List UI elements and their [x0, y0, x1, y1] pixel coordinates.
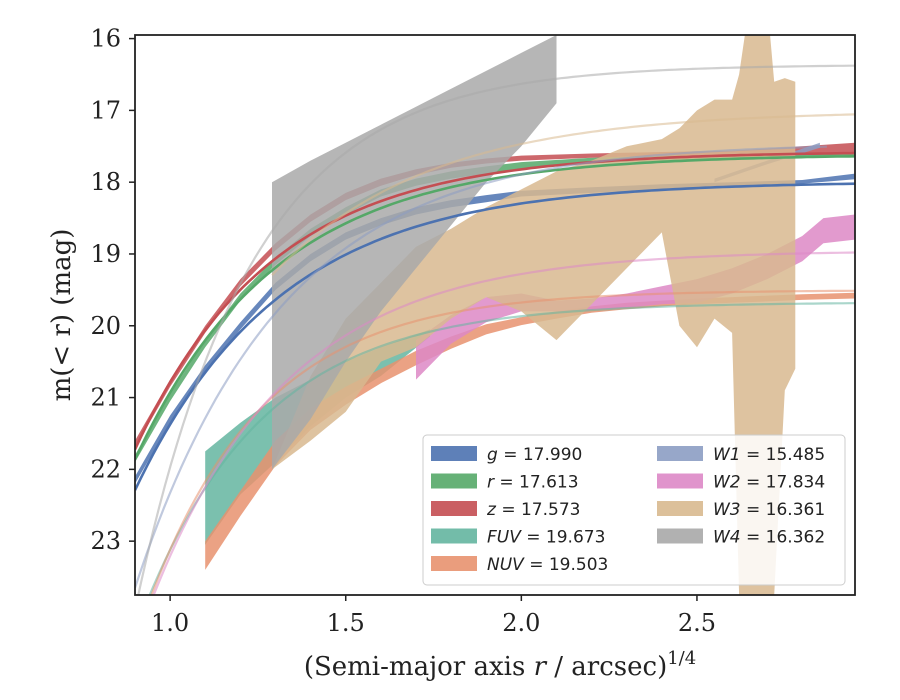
legend-swatch-g	[431, 446, 477, 461]
model-line-fuv	[148, 302, 855, 595]
legend-swatch-z	[431, 501, 477, 516]
y-tick-label: 18	[90, 168, 121, 196]
legend-label-z: z = 17.573	[486, 500, 580, 520]
legend-label-r: r = 17.613	[487, 473, 579, 493]
model-line-g	[135, 182, 855, 491]
legend-label-g: g = 17.990	[487, 445, 582, 465]
y-tick-label: 22	[90, 455, 121, 483]
legend: g = 17.990 r = 17.613 z = 17.573 FUV = 19.6…	[422, 434, 846, 586]
legend-swatch-fuv	[431, 528, 477, 544]
y-tick-label: 21	[90, 384, 121, 412]
band-w4	[272, 35, 557, 470]
x-axis-title: (Semi-major axis r / arcsec)1/4	[304, 648, 696, 682]
model-line-r	[135, 155, 855, 461]
legend-swatch-w4	[657, 528, 703, 544]
y-tick-label: 23	[90, 527, 121, 555]
axes: 1.0 1.5 2.0 2.5 16 17 18 19 20 21 22 23 (Semi-major …	[47, 25, 856, 682]
y-tick-label: 17	[90, 96, 121, 124]
legend-label-w2: W2 = 17.834	[713, 473, 825, 493]
y-axis-title: m(< r) (mag)	[47, 229, 77, 402]
legend-label-fuv: FUV = 19.673	[487, 528, 605, 548]
model-line-w1	[135, 145, 827, 589]
plot-area	[135, 35, 855, 595]
model-line-w3	[271, 113, 855, 276]
legend-box	[422, 434, 846, 586]
legend-label-nuv: NUV = 19.503	[487, 555, 608, 575]
y-tick-label: 20	[90, 312, 121, 340]
model-line-w2	[152, 251, 855, 595]
legend-swatch-nuv	[431, 556, 477, 571]
legend-label-w3: W3 = 16.361	[713, 500, 825, 520]
legend-swatch-w3	[657, 501, 703, 516]
model-line-z	[135, 151, 855, 451]
legend-label-w4: W4 = 16.362	[713, 528, 825, 548]
x-tick-label: 2.0	[502, 609, 540, 637]
x-tick-label: 1.0	[151, 609, 189, 637]
model-line-w4	[137, 64, 855, 595]
legend-swatch-w2	[657, 473, 703, 489]
band-fuv	[205, 329, 430, 545]
legend-label-w1: W1 = 15.485	[713, 445, 825, 465]
legend-swatch-r	[431, 473, 477, 489]
legend-swatch-w1	[657, 446, 703, 461]
y-tick-label: 16	[90, 25, 121, 53]
x-tick-label: 1.5	[327, 609, 365, 637]
x-tick-label: 2.5	[678, 609, 716, 637]
band-w2	[416, 214, 855, 380]
plot-frame	[134, 34, 856, 596]
y-tick-label: 19	[90, 240, 121, 268]
